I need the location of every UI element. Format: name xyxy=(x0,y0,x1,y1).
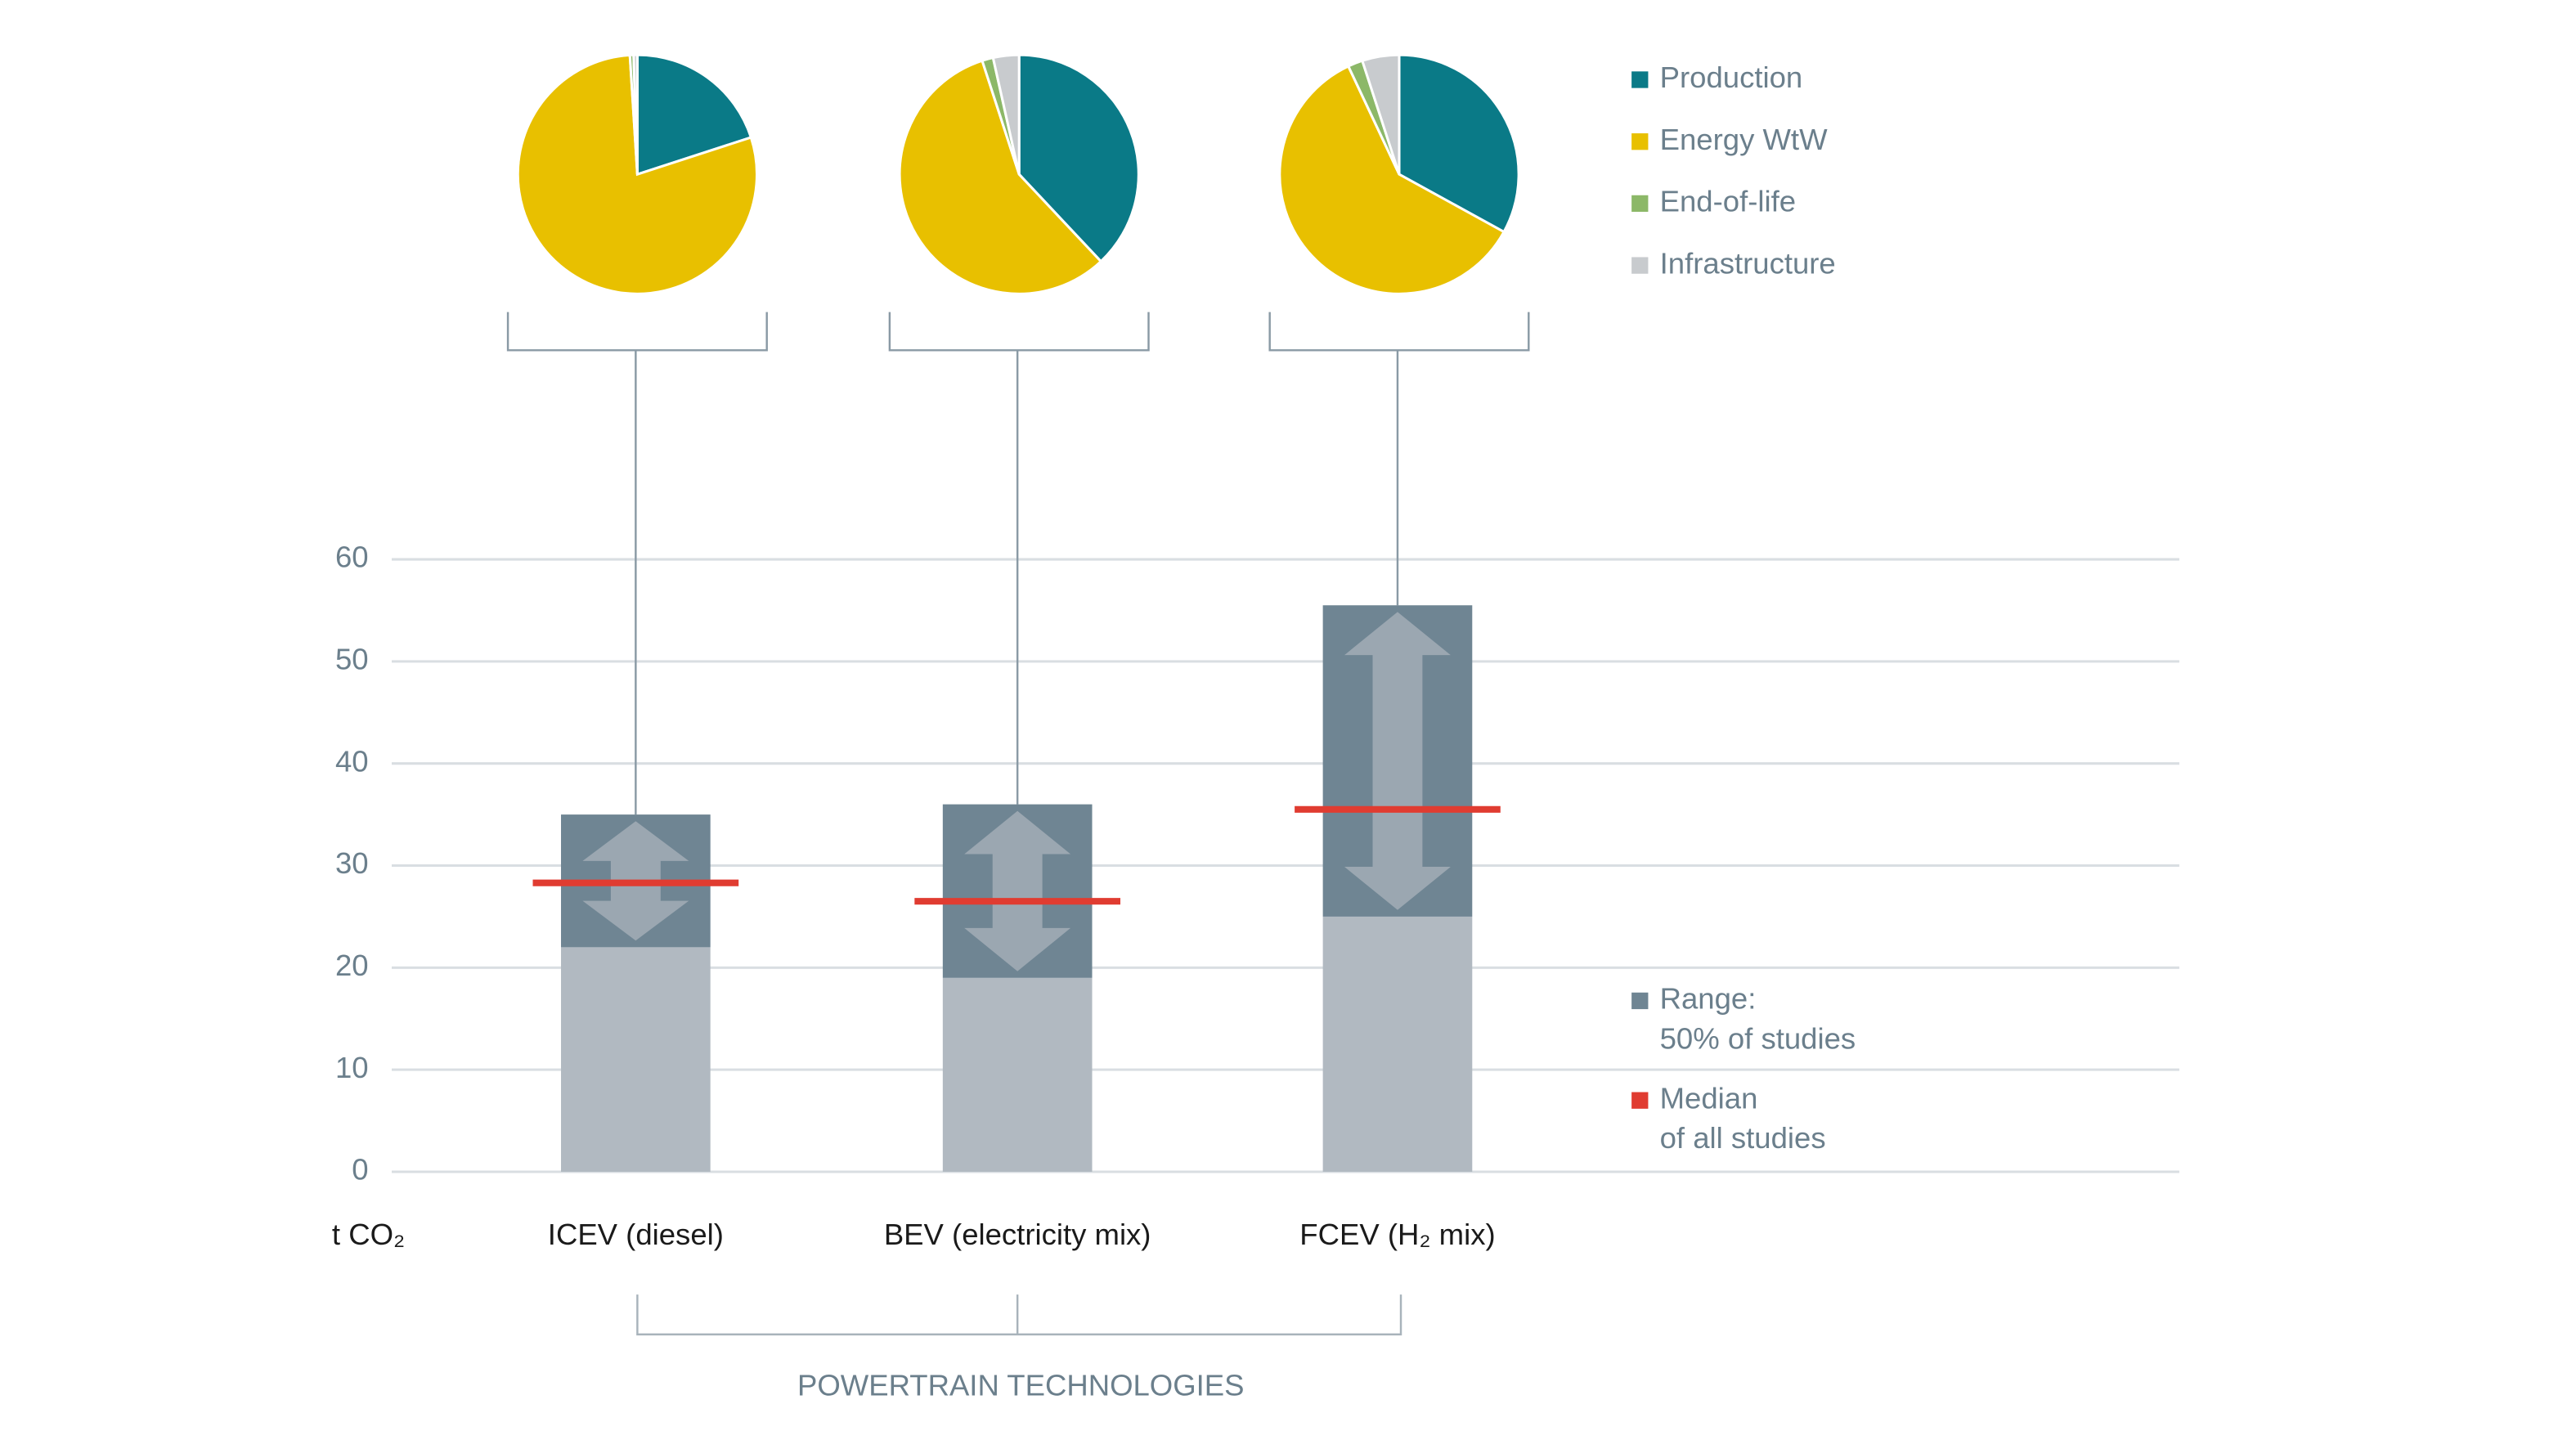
x-tick-label: BEV (electricity mix) xyxy=(884,1218,1151,1251)
legend-label: Energy WtW xyxy=(1660,123,1828,156)
category-bracket xyxy=(636,1294,1402,1336)
y-tick-label: 10 xyxy=(335,1051,369,1084)
pie-bracket xyxy=(506,312,768,352)
base-bar xyxy=(561,947,711,1172)
pie-slice xyxy=(1278,64,1506,295)
pie-slice xyxy=(635,53,753,177)
legend-label: End-of-life xyxy=(1660,185,1796,218)
pie-slice xyxy=(1360,53,1401,175)
pie-slice xyxy=(898,59,1103,295)
pie-slice xyxy=(991,53,1021,175)
legend-swatch xyxy=(1631,992,1649,1010)
legend-swatch xyxy=(1631,257,1649,274)
legend-swatch xyxy=(1631,195,1649,213)
y-tick-label: 40 xyxy=(335,744,369,778)
pie-bracket xyxy=(1268,312,1530,352)
x-tick-label: ICEV (diesel) xyxy=(548,1218,724,1251)
legend-label: Infrastructure xyxy=(1660,246,1836,280)
base-bar xyxy=(942,977,1093,1172)
legend-swatch xyxy=(1631,71,1649,88)
pie-bracket xyxy=(888,312,1150,352)
legend-label: of all studies xyxy=(1660,1121,1826,1155)
range-arrow xyxy=(1344,612,1451,910)
y-tick-label: 0 xyxy=(352,1153,368,1187)
legend-swatch xyxy=(1631,1092,1649,1109)
pie-slice xyxy=(1017,53,1140,263)
legend-label: Median xyxy=(1660,1081,1758,1115)
legend-label: Production xyxy=(1660,61,1803,94)
pie-slice xyxy=(516,53,758,295)
pie-slice xyxy=(1398,53,1520,234)
base-bar xyxy=(1322,916,1473,1172)
y-axis-label: t CO₂ xyxy=(332,1218,405,1251)
legend-swatch xyxy=(1631,133,1649,150)
y-tick-label: 60 xyxy=(335,541,369,574)
y-tick-label: 50 xyxy=(335,643,369,676)
y-tick-label: 20 xyxy=(335,949,369,982)
x-tick-label: FCEV (H₂ mix) xyxy=(1299,1218,1495,1251)
y-tick-label: 30 xyxy=(335,846,369,880)
legend-label: Range: xyxy=(1660,982,1757,1016)
pie-slice xyxy=(632,53,639,175)
legend-label: 50% of studies xyxy=(1660,1021,1856,1055)
range-arrow xyxy=(964,810,1071,971)
x-axis-label: POWERTRAIN TECHNOLOGIES xyxy=(797,1368,1244,1402)
